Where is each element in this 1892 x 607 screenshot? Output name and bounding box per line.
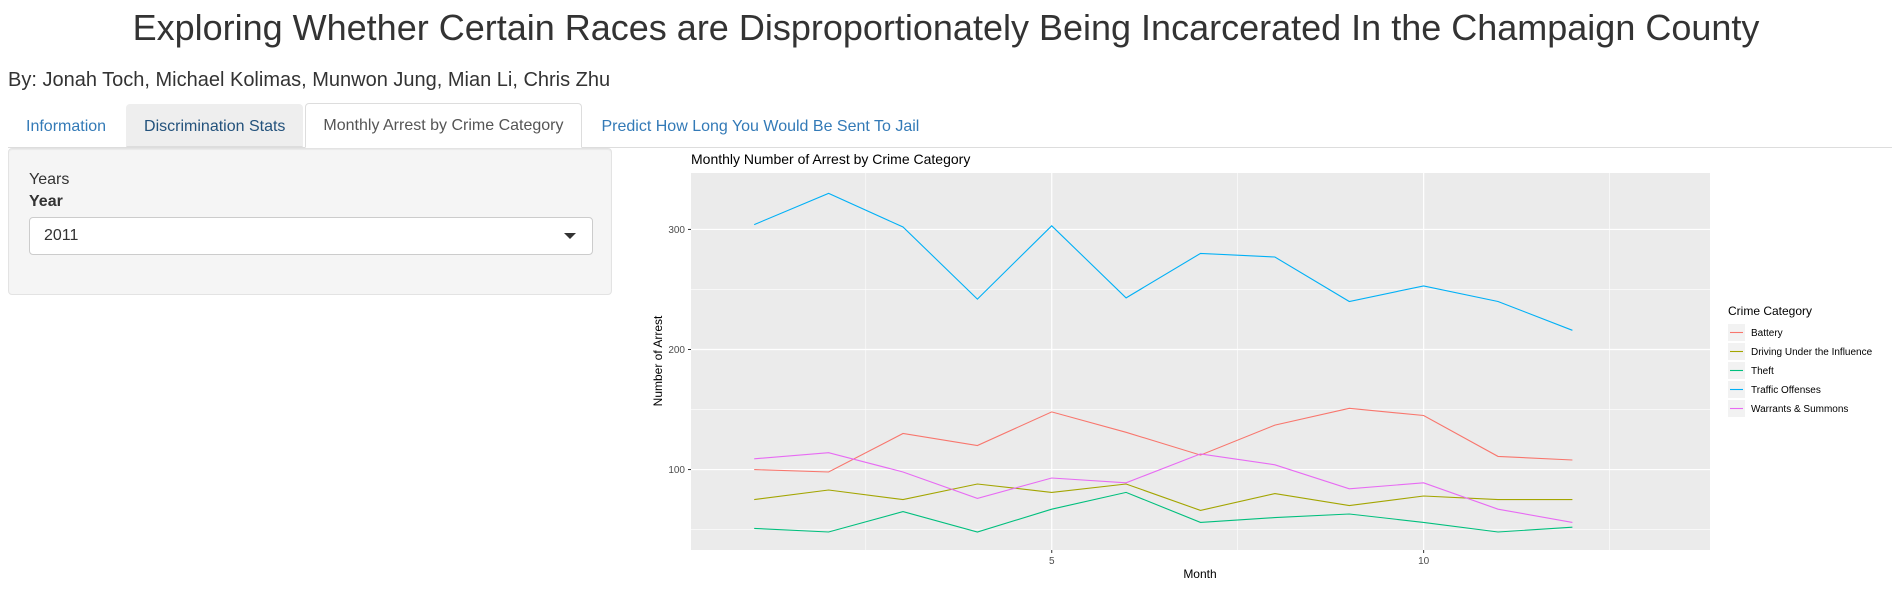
y-tick-label: 200 (668, 345, 685, 356)
y-tick-label: 300 (668, 225, 685, 236)
year-label: Year (29, 193, 63, 210)
x-axis-label: Month (1183, 567, 1216, 581)
series-line-driving-under-the-influence (754, 483, 1573, 511)
legend-label-theft: Theft (1751, 366, 1774, 377)
chart-title: Monthly Number of Arrest by Crime Catego… (691, 151, 970, 167)
series-line-battery (754, 407, 1573, 473)
y-tick-label: 100 (668, 465, 685, 476)
series-lines (753, 192, 1573, 533)
y-axis: 100 200 300 (668, 225, 691, 476)
page-title: Exploring Whether Certain Races are Disp… (132, 7, 1760, 48)
monthly-arrest-chart: Monthly Number of Arrest by Crime Catego… (651, 151, 1873, 581)
caret-down-icon (564, 233, 576, 239)
series-line-theft (754, 491, 1573, 533)
tab-discrimination-stats[interactable]: Discrimination Stats (126, 104, 304, 147)
tab-bar: Information Discrimination Stats Monthly… (8, 103, 1892, 148)
legend-label-battery: Battery (1751, 328, 1783, 339)
legend-label-traffic-offenses: Traffic Offenses (1751, 385, 1821, 396)
plot-panel (691, 173, 1710, 550)
chart-container: Monthly Number of Arrest by Crime Catego… (644, 148, 1892, 607)
sidebar-panel: Years Year 2011 (8, 148, 612, 295)
year-select-value: 2011 (44, 227, 79, 244)
grid-major (691, 173, 1710, 550)
legend: Crime Category Battery Driving Under the … (1728, 304, 1873, 417)
sidebar-heading: Years (29, 171, 70, 188)
legend-title: Crime Category (1728, 304, 1812, 318)
x-tick-label: 10 (1418, 556, 1430, 567)
series-line-warrants-summons (754, 452, 1573, 523)
legend-label-warrants-summons: Warrants & Summons (1751, 404, 1848, 415)
series-line-traffic-offenses (753, 192, 1573, 331)
year-select[interactable]: 2011 (29, 217, 593, 255)
y-axis-label: Number of Arrest (651, 315, 665, 406)
x-axis: 5 10 (1049, 550, 1430, 567)
tab-monthly-arrest-by-crime-category[interactable]: Monthly Arrest by Crime Category (305, 103, 582, 148)
x-tick-label: 5 (1049, 556, 1055, 567)
legend-label-driving-under-the-influence: Driving Under the Influence (1751, 347, 1873, 358)
tab-information[interactable]: Information (26, 118, 107, 135)
authors-line: By: Jonah Toch, Michael Kolimas, Munwon … (8, 69, 611, 91)
tab-predict-jail-time[interactable]: Predict How Long You Would Be Sent To Ja… (601, 118, 920, 135)
